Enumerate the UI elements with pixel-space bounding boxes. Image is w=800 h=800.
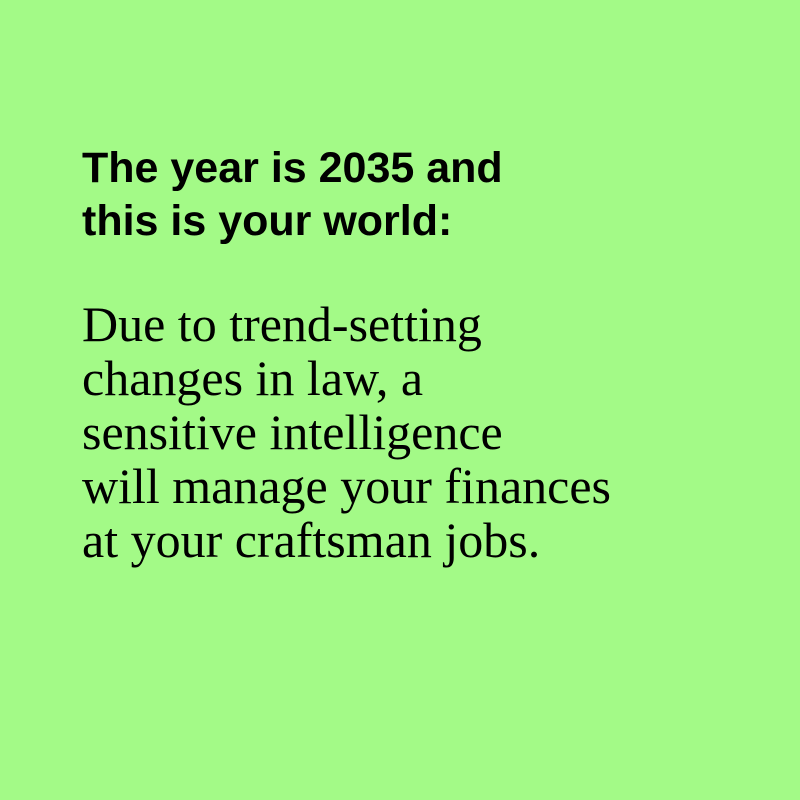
- body-line: Due to trend-setting: [82, 296, 482, 352]
- body-line: will manage your finances: [82, 458, 611, 514]
- body-line: at your craftsman jobs.: [82, 512, 541, 568]
- body-line: sensitive intelligence: [82, 404, 503, 460]
- headline: The year is 2035 and this is your world:: [82, 142, 762, 248]
- headline-line: this is your world:: [82, 197, 453, 245]
- headline-line: The year is 2035 and: [82, 144, 503, 192]
- body-line: changes in law, a: [82, 350, 424, 406]
- body-paragraph: Due to trend-setting changes in law, a s…: [82, 297, 782, 567]
